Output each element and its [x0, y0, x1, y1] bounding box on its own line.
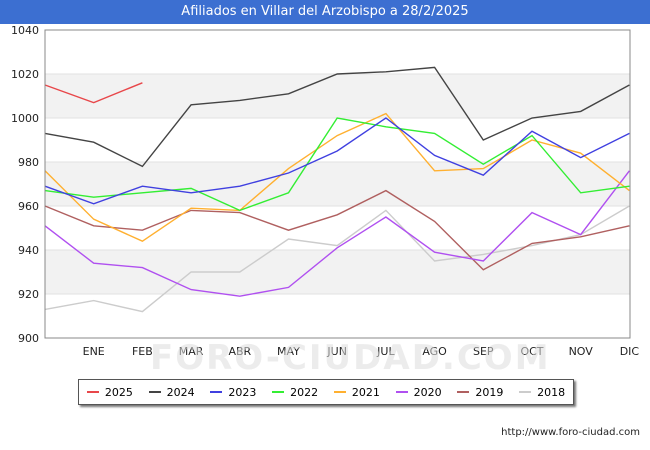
y-tick-label: 1000 — [11, 112, 39, 125]
x-tick-label: AGO — [422, 345, 447, 358]
legend-swatch — [148, 391, 161, 393]
x-tick-label: JUL — [376, 345, 395, 358]
series-line-2019 — [44, 189, 630, 271]
legend-item-2024: 2024 — [148, 385, 195, 399]
plot-border — [44, 29, 631, 339]
legend-label: 2018 — [537, 385, 566, 399]
y-tick-label: 1020 — [11, 68, 39, 81]
grid-band — [45, 250, 630, 294]
y-tick-label: 1040 — [11, 24, 39, 37]
x-tick-label: SEP — [473, 345, 494, 358]
legend-item-2023: 2023 — [210, 386, 256, 399]
grid-band — [45, 118, 630, 162]
chart-title: Afiliados en Villar del Arzobispo a 28/2… — [0, 0, 650, 24]
x-tick-label: ABR — [228, 345, 251, 358]
series-line-2022 — [44, 117, 630, 212]
y-tick-label: 940 — [18, 244, 39, 257]
legend-swatch — [333, 391, 346, 393]
x-tick-label: MAY — [277, 345, 300, 358]
legend-label: 2020 — [413, 385, 442, 399]
legend-item-2025: 2025 — [86, 385, 133, 399]
grid-band — [45, 74, 630, 118]
x-tick-label: DIC — [620, 345, 640, 358]
series-line-2021 — [44, 112, 630, 242]
legend-item-2020: 2020 — [395, 385, 442, 399]
legend-label: 2019 — [475, 385, 504, 399]
chart-legend: 2025 2024 2023 2022 2021 2020 2019 2018 — [78, 379, 574, 405]
y-tick-label: 900 — [18, 332, 39, 345]
legend-swatch — [395, 391, 408, 393]
x-tick-label: MAR — [179, 345, 204, 358]
y-tick-label: 960 — [18, 200, 39, 213]
legend-swatch — [210, 391, 223, 393]
legend-swatch — [457, 391, 470, 393]
x-tick-label: OCT — [520, 345, 543, 358]
x-tick-label: JUN — [326, 345, 347, 358]
legend-label: 2024 — [166, 385, 195, 399]
series-line-2018 — [44, 205, 630, 313]
legend-item-2018: 2018 — [519, 386, 565, 399]
x-tick-label: FEB — [132, 345, 153, 358]
series-line-2020 — [44, 170, 630, 297]
legend-swatch — [519, 391, 532, 393]
legend-label: 2021 — [351, 385, 380, 399]
y-tick-label: 980 — [18, 156, 39, 169]
watermark: FORO-CIUDAD.COM — [150, 338, 551, 378]
legend-label: 2025 — [104, 385, 133, 399]
legend-label: 2022 — [290, 385, 319, 399]
x-tick-label: NOV — [569, 345, 594, 358]
y-tick-label: 920 — [18, 288, 39, 301]
grid-band — [45, 294, 630, 338]
legend-item-2022: 2022 — [272, 386, 318, 399]
grid-band — [45, 162, 630, 206]
legend-item-2019: 2019 — [457, 386, 503, 399]
legend-swatch — [86, 391, 99, 393]
legend-item-2021: 2021 — [333, 385, 380, 399]
series-line-2024 — [44, 66, 630, 168]
legend-swatch — [272, 391, 285, 393]
x-tick-label: ENE — [83, 345, 105, 358]
series-line-2025 — [44, 82, 143, 104]
grid-band — [45, 30, 630, 74]
legend-label: 2023 — [228, 385, 257, 399]
source-credit: http://www.foro-ciudad.com — [501, 427, 640, 438]
series-line-2023 — [44, 117, 630, 205]
